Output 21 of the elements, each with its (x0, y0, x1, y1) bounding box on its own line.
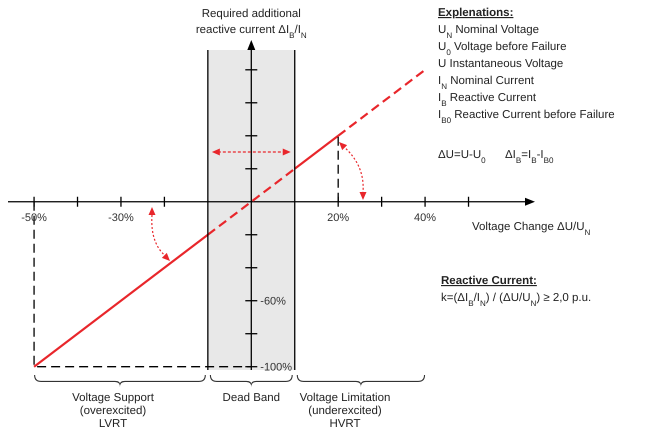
x-tick-label: -30% (108, 212, 134, 224)
y-axis-title: Required additional reactive current ΔI$_{B}$/I$_{N}$ (196, 8, 307, 40)
annotation: ΔU=U-U$_{0}$ (438, 149, 486, 164)
y-tick-label: -60% (260, 296, 286, 308)
text: Explenations: (438, 7, 514, 19)
text: Voltage Support (overexcited) LVRT (72, 392, 155, 430)
annotation: I$_{B0}$ Reactive Current before Failure (438, 109, 615, 124)
text: U$_{N}$ Nominal Voltage (438, 24, 540, 40)
band-label: Dead Band (222, 392, 280, 404)
annotation: ΔI$_{B}$=I$_{B}$-I$_{B0}$ (505, 149, 554, 164)
x-tick-label: 20% (327, 212, 350, 224)
annotation: I$_{N}$ Nominal Current (438, 75, 535, 90)
annotation: I$_{B}$ Reactive Current (438, 92, 537, 108)
x-tick-label: 40% (414, 212, 436, 224)
x-axis-title: Voltage Change ΔU/U$_{N}$ (472, 220, 591, 236)
y-tick-label: -100% (260, 362, 292, 374)
annotation: k=(ΔI$_{B}$/I$_{N}$) / (ΔU/U$_{N}$) ≥ 2,0 p.u. (441, 292, 592, 308)
text: Voltage Limitation (underexcited) HVRT (300, 392, 390, 430)
annotation: Reactive Current: (441, 275, 537, 287)
annotation: U Instantaneous Voltage (438, 58, 564, 70)
annotation: U$_{0}$ Voltage before Failure (438, 41, 567, 56)
